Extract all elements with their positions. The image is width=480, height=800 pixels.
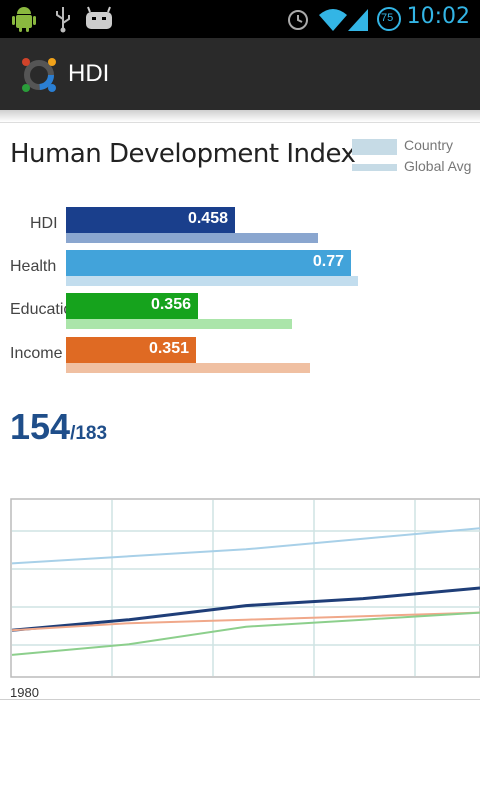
bar-global-hdi [66, 233, 318, 243]
bar-label-hdi: HDI [30, 215, 58, 232]
bar-global-income [66, 363, 310, 373]
bar-global-education [66, 319, 292, 329]
legend-swatch-global [352, 164, 397, 171]
action-bar-shadow [0, 110, 480, 122]
android-icon [12, 7, 36, 32]
bar-country-health: 0.77 [66, 250, 351, 276]
series-line-4 [11, 611, 480, 656]
series-line-2 [11, 586, 480, 632]
divider [0, 699, 480, 700]
bar-country-education: 0.356 [66, 293, 198, 319]
legend-label-global: Global Avg [404, 158, 472, 174]
battery-level: 75 [381, 12, 394, 24]
legend-swatch-country [352, 139, 397, 155]
bar-country-income: 0.351 [66, 337, 196, 363]
hdi-trend-chart [10, 498, 480, 678]
bar-label-income: Income [10, 345, 63, 362]
bar-label-education: Education [10, 301, 66, 318]
action-bar: HDI [0, 38, 480, 111]
rank-value: 154 [10, 406, 71, 447]
usb-icon [56, 7, 70, 33]
series-line-1 [11, 527, 480, 565]
bar-country-hdi: 0.458 [66, 207, 235, 233]
status-bar: 75 10:02 [0, 0, 480, 38]
signal-icon [348, 9, 368, 31]
hdi-logo-icon[interactable] [20, 56, 58, 94]
series-line-3 [11, 611, 480, 632]
wifi-icon [319, 9, 347, 31]
bar-value-hdi: 0.458 [187, 210, 228, 227]
rank-total: /183 [70, 423, 108, 444]
bar-value-income: 0.351 [148, 340, 189, 357]
page-title: Human Development Index [10, 139, 356, 169]
cyanogen-icon [86, 6, 112, 29]
battery-icon [377, 7, 401, 31]
hdi-rank: 154/183 [10, 406, 107, 448]
clock: 10:02 [406, 4, 470, 29]
chart-border [10, 498, 480, 678]
x-axis-start-label: 1980 [10, 685, 39, 700]
bar-value-health: 0.77 [312, 253, 344, 270]
bar-value-education: 0.356 [150, 296, 191, 313]
alarm-icon [288, 10, 308, 30]
bar-label-health: Health [10, 258, 57, 275]
bar-global-health [66, 276, 358, 286]
legend-label-country: Country [404, 137, 454, 153]
app-title: HDI [68, 60, 110, 87]
divider [0, 122, 480, 123]
